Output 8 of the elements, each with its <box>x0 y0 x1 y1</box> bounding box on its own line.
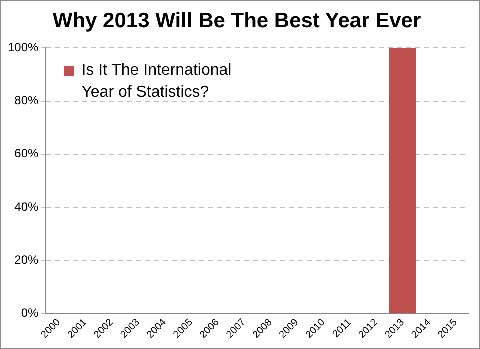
legend-label: Is It The International Year of Statistics? <box>82 61 233 104</box>
chart-title: Why 2013 Will Be The Best Year Ever <box>52 9 422 32</box>
y-tick-label: 20% <box>14 252 40 267</box>
y-tick-label: 100% <box>8 40 40 55</box>
y-tick-label: 40% <box>14 200 40 214</box>
y-tick-label: 60% <box>14 146 40 161</box>
y-tick-label: 0% <box>21 306 40 320</box>
y-tick-label: 80% <box>14 94 40 108</box>
